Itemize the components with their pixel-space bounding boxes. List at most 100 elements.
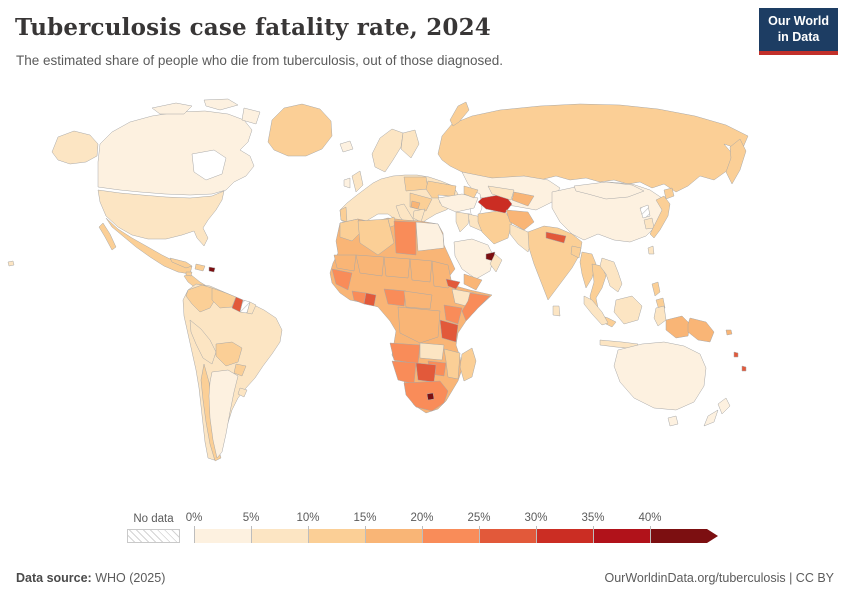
country-paraguay[interactable] [233,363,247,377]
country-ghana[interactable] [363,292,377,307]
country-indonesia-borneo[interactable] [613,295,643,325]
country-canada-arctic3[interactable] [241,107,261,125]
country-colombia[interactable] [185,284,217,313]
country-japan-hokkaido[interactable] [663,187,675,200]
country-china[interactable] [551,181,667,243]
country-mongolia[interactable] [573,181,645,200]
country-russia-kamchatka[interactable] [725,138,747,185]
country-namibia[interactable] [391,360,417,385]
country-japan[interactable] [649,195,671,239]
legend-bin-2[interactable] [308,529,365,543]
legend-bin-8[interactable] [650,529,707,543]
country-australia[interactable] [613,341,707,411]
country-madagascar[interactable] [459,347,477,382]
country-afghanistan[interactable] [505,209,535,231]
country-new-zealand-north[interactable] [717,397,731,415]
country-turkey[interactable] [437,193,479,213]
country-fiji[interactable] [741,365,747,372]
legend-bin-7[interactable] [593,529,650,543]
country-solomon-islands[interactable] [725,329,733,336]
country-lesotho[interactable] [426,392,435,401]
country-north-korea[interactable] [639,204,651,219]
country-canada-arctic1[interactable] [151,102,193,115]
country-botswana[interactable] [415,362,437,383]
country-eritrea[interactable] [445,278,461,290]
region-caucasus[interactable] [463,185,479,199]
country-uruguay[interactable] [237,387,248,398]
country-angola[interactable] [389,342,421,365]
country-zambia[interactable] [419,342,445,361]
country-jamaica[interactable] [185,271,193,277]
country-sri-lanka[interactable] [552,305,561,317]
country-mauritania[interactable] [333,254,357,272]
country-bangladesh[interactable] [570,245,582,259]
legend-color-bar[interactable] [194,526,718,543]
country-usa[interactable] [97,189,225,247]
country-saudi-arabia[interactable] [453,238,495,280]
country-mozambique[interactable] [443,348,461,380]
country-nigeria[interactable] [383,288,407,307]
country-canada-arctic2[interactable] [203,98,239,111]
country-portugal[interactable] [339,206,348,223]
country-new-zealand-south[interactable] [703,409,719,427]
country-uk[interactable] [351,170,364,193]
region-cameroon-car[interactable] [403,290,433,310]
owid-logo[interactable]: Our World in Data [759,8,838,56]
country-usa-alaska[interactable] [51,130,99,165]
country-finland[interactable] [400,129,420,159]
country-australia-tasmania[interactable] [667,415,679,427]
country-drc[interactable] [397,306,441,344]
legend-bin-3[interactable] [365,529,422,543]
country-philippines[interactable] [651,281,661,297]
country-puerto-rico[interactable] [208,266,216,273]
region-west-papua[interactable] [665,315,691,339]
country-bolivia[interactable] [215,341,243,367]
country-niger[interactable] [383,256,411,279]
country-kenya[interactable] [443,304,463,325]
region-levant[interactable] [455,211,471,233]
country-nepal[interactable] [545,231,567,244]
country-iceland[interactable] [339,140,354,153]
country-ireland[interactable] [343,177,351,189]
country-taiwan[interactable] [647,245,655,255]
country-mali[interactable] [355,254,385,277]
country-somalia[interactable] [461,292,491,322]
attribution-link[interactable]: OurWorldinData.org/tuberculosis | CC BY [604,571,835,585]
country-indonesia-sumatra[interactable] [583,295,609,326]
country-myanmar[interactable] [579,251,597,289]
country-cote-divoire[interactable] [351,290,367,305]
legend-bin-0[interactable] [194,529,251,543]
country-peru[interactable] [189,319,217,365]
country-greenland[interactable] [267,103,333,157]
country-oman[interactable] [489,253,503,273]
country-mexico-baja[interactable] [98,222,117,251]
country-mexico[interactable] [105,217,193,275]
country-chad[interactable] [409,258,433,283]
country-morocco[interactable] [339,218,361,242]
legend-bin-6[interactable] [536,529,593,543]
country-algeria[interactable] [357,218,395,256]
legend-no-data[interactable]: No data [127,513,180,543]
country-vanuatu[interactable] [733,351,739,358]
country-venezuela[interactable] [211,287,237,309]
legend-bin-4[interactable] [422,529,479,543]
country-tanzania[interactable] [439,319,459,343]
country-argentina[interactable] [208,369,239,459]
country-papua-new-guinea[interactable] [687,317,715,343]
legend-bin-5[interactable] [479,529,536,543]
legend-no-data-swatch[interactable] [127,529,180,543]
country-cuba[interactable] [169,257,193,269]
country-hispaniola[interactable] [194,263,206,272]
country-brazil[interactable] [182,283,283,461]
country-canada[interactable] [97,110,255,196]
country-india[interactable] [527,225,583,301]
country-iran[interactable] [477,209,513,245]
country-yemen[interactable] [463,273,483,291]
country-serbia[interactable] [410,200,421,210]
country-russia-novaya-zemlya[interactable] [449,101,470,127]
region-vietnam-laos[interactable] [599,257,623,293]
country-indonesia-sulawesi[interactable] [653,305,667,327]
country-south-korea[interactable] [643,217,655,230]
country-french-guiana[interactable] [246,301,257,315]
region-kyrgyzstan-tajikistan[interactable] [511,191,535,207]
